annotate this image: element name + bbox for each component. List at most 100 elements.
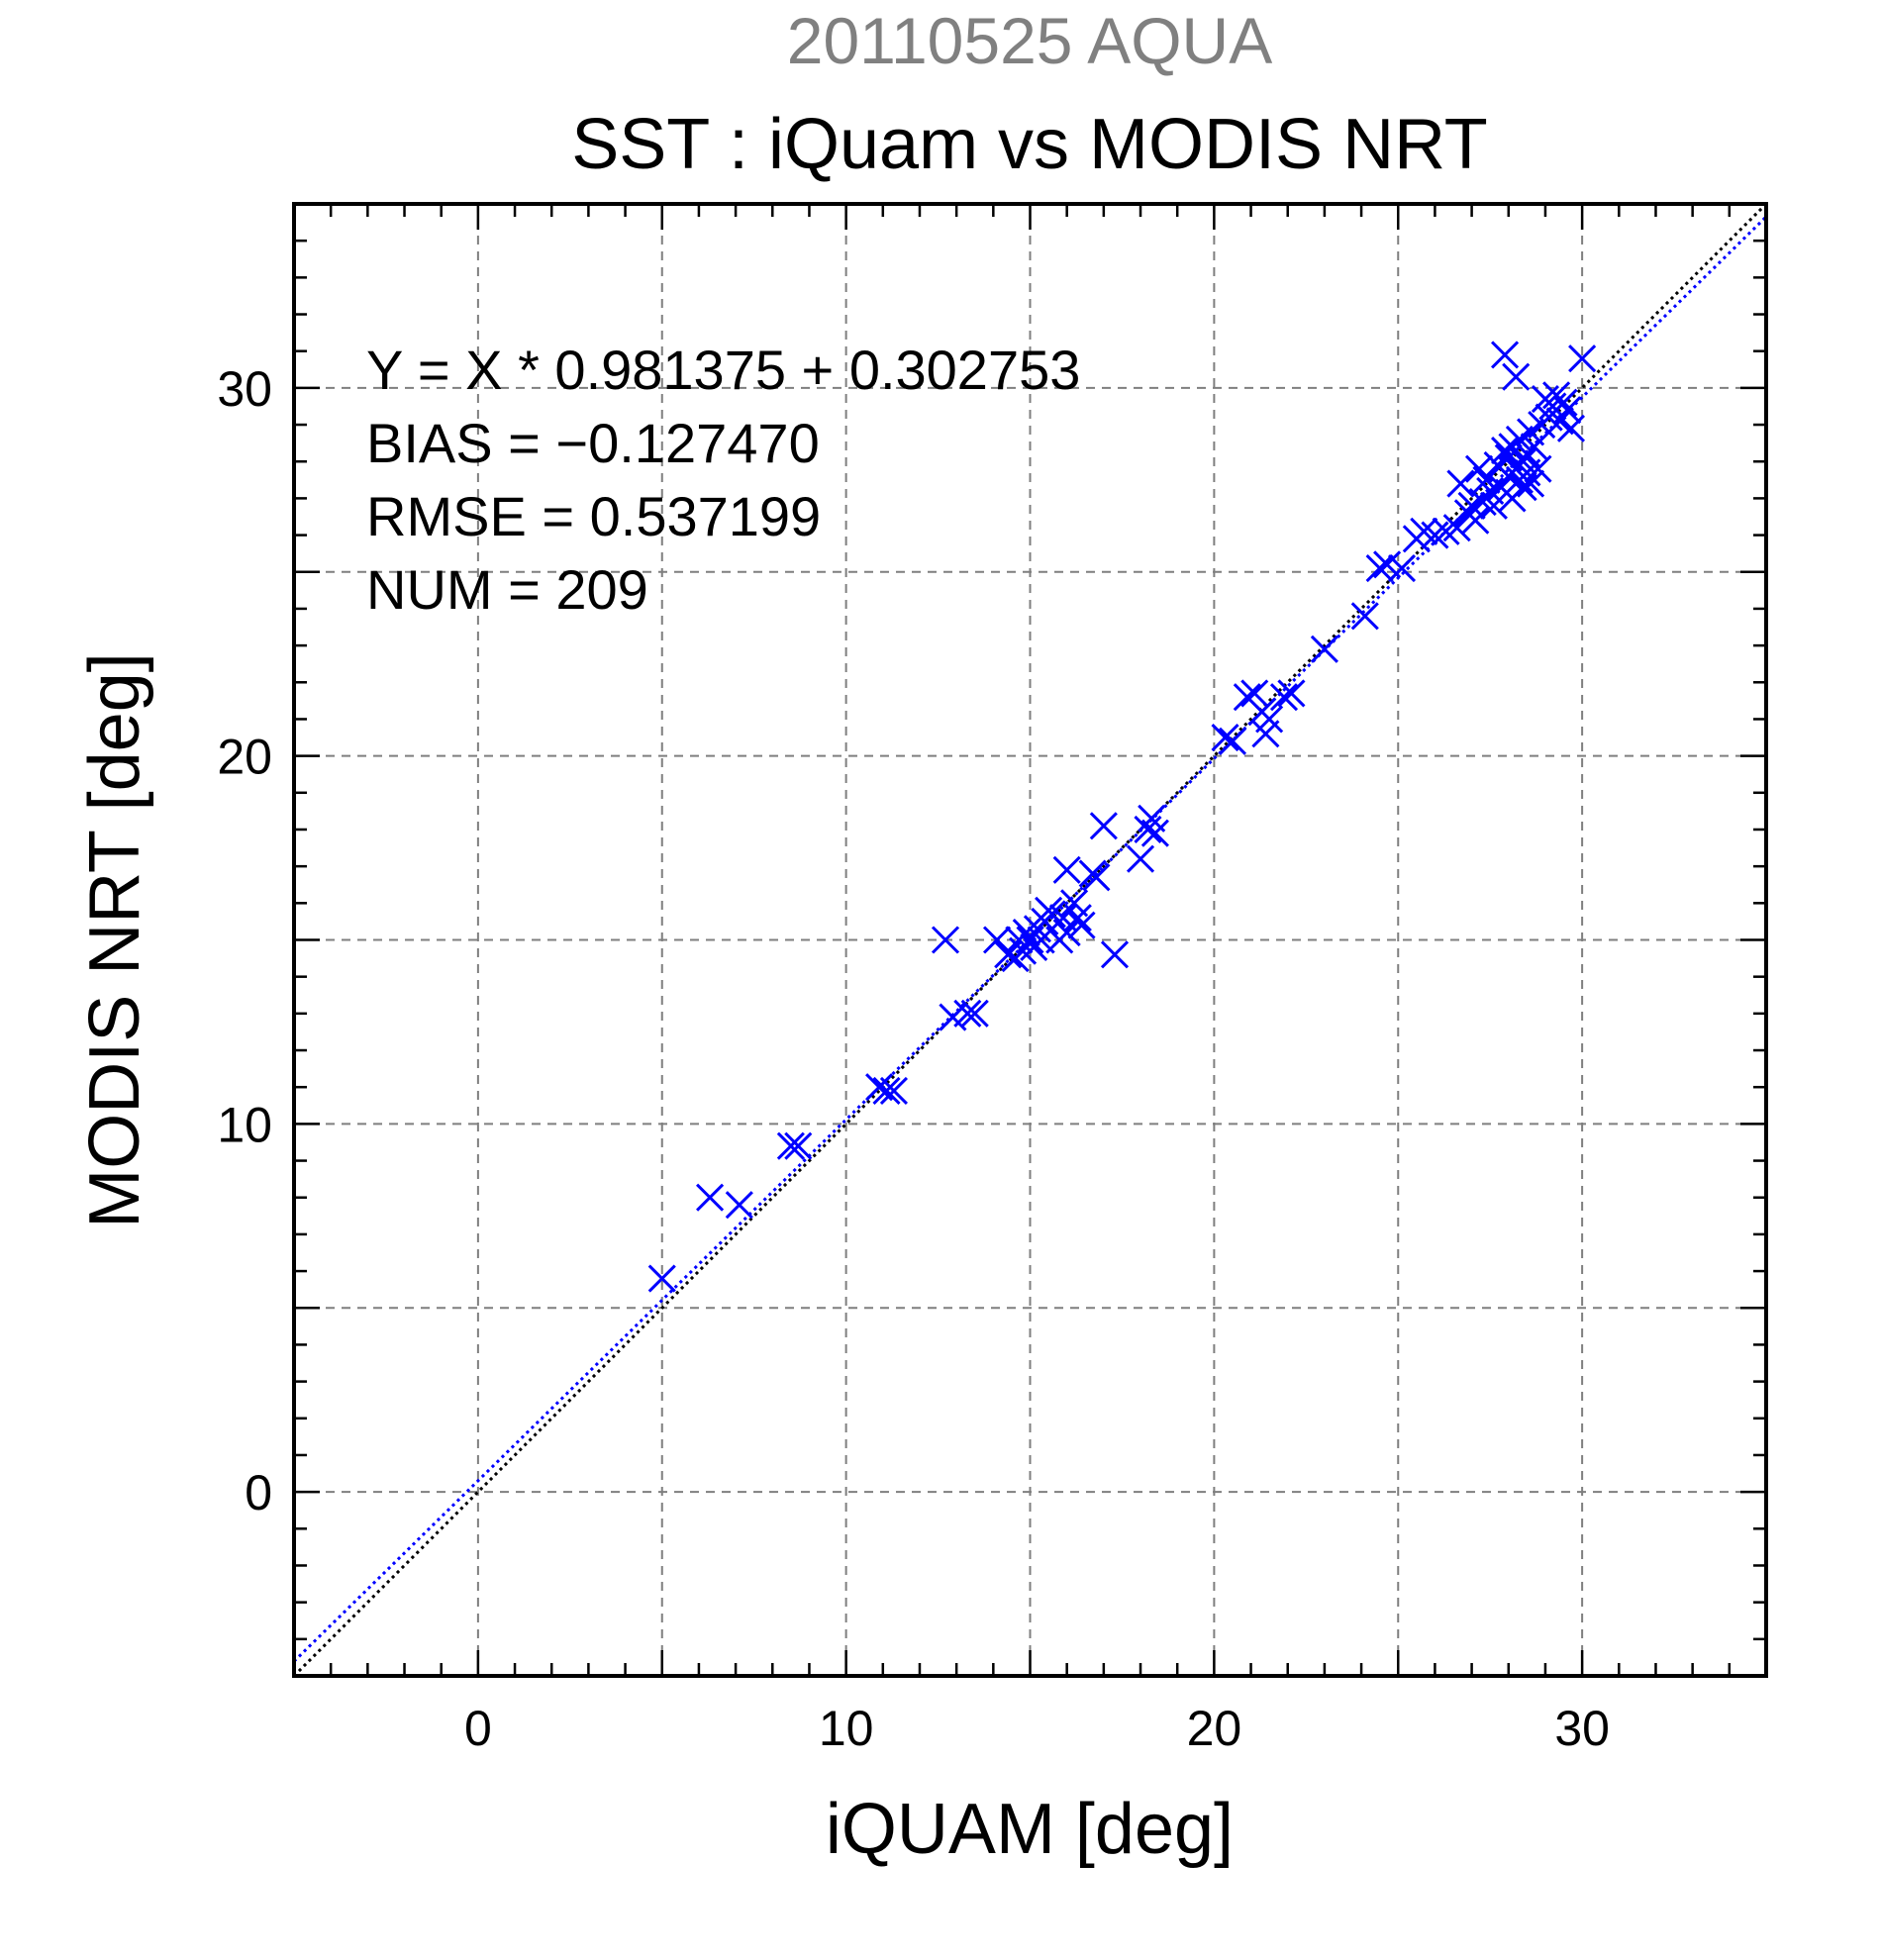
data-point: [1082, 863, 1111, 892]
data-point: [1269, 683, 1299, 712]
data-point: [1052, 919, 1081, 947]
data-point-stroke: [1553, 396, 1582, 425]
data-point: [1365, 553, 1394, 583]
data-point: [1549, 388, 1578, 417]
data-point: [1421, 521, 1449, 549]
data-point: [931, 926, 960, 954]
data-point-stroke: [1421, 521, 1449, 549]
data-point: [1211, 723, 1239, 752]
data-point-stroke: [784, 1131, 813, 1160]
data-point-stroke: [960, 999, 989, 1028]
data-point: [1063, 904, 1092, 932]
data-point-stroke: [1410, 517, 1438, 545]
data-point-stroke: [1233, 683, 1261, 712]
y-tick-label: 20: [217, 730, 272, 785]
rmse-stat: RMSE = 0.537199: [366, 485, 821, 547]
y-tick-labels: 0 10 20 30: [217, 361, 272, 1520]
x-tick-label: 20: [1187, 1701, 1242, 1756]
data-point-stroke: [1373, 550, 1402, 579]
data-point: [1089, 812, 1118, 840]
data-point-stroke: [1218, 727, 1247, 755]
data-point-stroke: [1549, 388, 1578, 417]
data-point-stroke: [1556, 414, 1586, 442]
data-point: [879, 1076, 909, 1105]
chart-title: 20110525 AQUA: [787, 4, 1273, 77]
data-point-stroke: [1509, 447, 1537, 476]
data-point-stroke: [1490, 341, 1520, 369]
data-point: [1442, 514, 1471, 542]
data-point-stroke: [1063, 904, 1092, 932]
data-point: [960, 999, 989, 1028]
data-point-stroke: [1140, 819, 1169, 847]
data-point: [1387, 553, 1417, 583]
y-tick-label: 30: [217, 361, 272, 417]
data-point: [1520, 433, 1548, 461]
data-point: [1100, 940, 1130, 969]
data-point-stroke: [1350, 602, 1379, 631]
data-point-stroke: [1100, 940, 1130, 969]
data-point: [1461, 506, 1490, 535]
data-point: [1134, 815, 1162, 844]
data-point-stroke: [1502, 362, 1531, 391]
data-point: [1255, 705, 1284, 734]
data-point: [647, 1264, 676, 1293]
data-point-stroke: [1446, 469, 1475, 498]
data-point: [1513, 458, 1541, 487]
data-point-stroke: [725, 1191, 753, 1220]
data-point: [1038, 900, 1066, 929]
data-point: [1240, 679, 1269, 708]
data-point: [1446, 469, 1475, 498]
data-point: [1310, 635, 1338, 663]
data-point-stroke: [1476, 476, 1505, 506]
data-point-stroke: [1269, 683, 1299, 712]
data-point: [1012, 919, 1040, 947]
data-point: [1556, 414, 1586, 442]
x-tick-label: 30: [1554, 1701, 1610, 1756]
data-point-stroke: [1138, 804, 1166, 833]
data-point: [1472, 465, 1501, 494]
data-point-stroke: [1517, 469, 1545, 498]
data-point: [696, 1183, 725, 1212]
data-point-stroke: [1520, 433, 1548, 461]
data-point: [1140, 819, 1169, 847]
data-point: [1490, 437, 1520, 465]
data-point: [1553, 396, 1582, 425]
data-point-stroke: [1513, 458, 1541, 487]
data-point-stroke: [1134, 815, 1162, 844]
num-stat: NUM = 209: [366, 558, 648, 621]
data-point-stroke: [931, 926, 960, 954]
data-point-stroke: [1365, 553, 1394, 583]
data-point-stroke: [1432, 517, 1460, 545]
data-point: [725, 1191, 753, 1220]
data-point-stroke: [1310, 635, 1338, 663]
data-point: [953, 999, 982, 1028]
data-point-stroke: [696, 1183, 725, 1212]
x-axis-label: iQUAM [deg]: [826, 1790, 1234, 1869]
data-points: [647, 341, 1597, 1293]
data-point-stroke: [1082, 863, 1111, 892]
chart-subtitle: SST : iQuam vs MODIS NRT: [571, 105, 1488, 184]
x-tick-labels: 0 10 20 30: [464, 1701, 1610, 1756]
y-tick-label: 0: [245, 1465, 272, 1520]
data-point-stroke: [1048, 904, 1078, 932]
y-tick-label: 10: [217, 1097, 272, 1152]
y-axis-label: MODIS NRT [deg]: [75, 652, 154, 1228]
data-point: [1490, 341, 1520, 369]
data-point: [1509, 447, 1537, 476]
data-point: [776, 1131, 805, 1160]
data-point-stroke: [982, 926, 1012, 954]
data-point-stroke: [953, 999, 982, 1028]
data-point: [1218, 727, 1247, 755]
data-point-stroke: [1211, 723, 1239, 752]
data-point-stroke: [647, 1264, 676, 1293]
data-point-stroke: [1442, 514, 1471, 542]
data-point: [1126, 844, 1155, 873]
data-point: [1517, 469, 1545, 498]
data-point: [1524, 454, 1552, 483]
data-point: [784, 1131, 813, 1160]
data-point-stroke: [872, 1076, 901, 1105]
data-point-stroke: [776, 1131, 805, 1160]
data-point-stroke: [1038, 900, 1066, 929]
data-point-stroke: [1387, 553, 1417, 583]
bias-stat: BIAS = −0.127470: [366, 412, 820, 474]
